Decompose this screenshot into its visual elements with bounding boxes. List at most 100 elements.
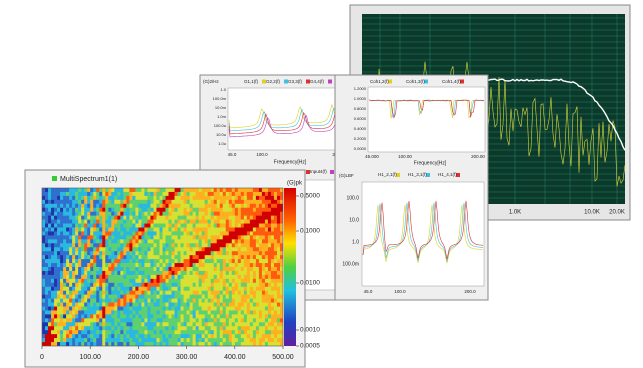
- spectrogram-cell: [90, 318, 94, 323]
- spectrogram-cell: [54, 302, 58, 307]
- spectrogram-cell: [51, 342, 55, 346]
- spectrogram-cell: [78, 270, 82, 276]
- spectrogram-cell: [54, 195, 58, 201]
- spectrogram-cell: [246, 306, 251, 311]
- spectrogram-cell: [144, 219, 148, 224]
- spectrogram-cell: [165, 203, 169, 209]
- spectrogram-cell: [141, 286, 145, 291]
- spectrogram-cell: [276, 302, 281, 307]
- spectrogram-cell: [219, 338, 224, 343]
- spectrogram-cell: [261, 188, 266, 193]
- spectrogram-cell: [54, 282, 58, 288]
- spectrogram-cell: [48, 227, 52, 232]
- spectrogram-cell: [273, 278, 278, 284]
- spectrogram-cell: [255, 314, 260, 319]
- spectrogram-cell: [207, 211, 211, 216]
- spectrogram-cell: [147, 215, 151, 220]
- spectrogram-cell: [258, 302, 263, 307]
- spectrogram-cell: [129, 294, 133, 299]
- spectrogram-cell: [267, 278, 272, 284]
- spectrogram-cell: [81, 318, 85, 323]
- spectrogram-cell: [279, 227, 283, 232]
- spectrogram-cell: [69, 219, 73, 224]
- spectrogram-cell: [195, 188, 199, 193]
- spectrogram-cell: [210, 267, 215, 272]
- spectrogram-cell: [186, 215, 190, 220]
- spectrogram-cell: [48, 306, 52, 311]
- spectrogram-cell: [261, 235, 266, 240]
- spectrogram-cell: [162, 263, 166, 268]
- spectrogram-cell: [51, 334, 55, 339]
- spectrogram-cell: [150, 334, 154, 339]
- spectrogram-cell: [246, 310, 251, 315]
- spectrogram-cell: [129, 223, 133, 228]
- spectrogram-cell: [51, 235, 55, 240]
- spectrogram-cell: [129, 199, 133, 205]
- spectrogram-cell: [141, 298, 145, 303]
- spectrogram-cell: [144, 267, 148, 272]
- spectrogram-cell: [225, 211, 230, 216]
- plot-area: [361, 181, 485, 287]
- spectrogram-cell: [138, 211, 142, 216]
- spectrogram-cell: [255, 255, 260, 260]
- spectrogram-cell: [75, 322, 79, 327]
- spectrogram-cell: [129, 267, 133, 272]
- spectrogram-cell: [189, 195, 193, 201]
- spectrogram-cell: [114, 318, 118, 323]
- spectrogram-cell: [189, 310, 193, 315]
- spectrogram-cell: [111, 243, 115, 248]
- spectrogram-cell: [219, 188, 224, 193]
- spectrogram-cell: [270, 188, 275, 193]
- spectrogram-cell: [45, 255, 49, 260]
- spectrogram-cell: [162, 227, 166, 232]
- spectrogram-cell: [159, 259, 163, 264]
- spectrogram-cell: [237, 330, 242, 335]
- spectrogram-cell: [270, 267, 275, 272]
- spectrogram-cell: [207, 314, 211, 319]
- spectrogram-cell: [270, 278, 275, 284]
- spectrogram-cell: [138, 239, 142, 244]
- spectrogram-cell: [210, 239, 215, 244]
- spectrogram-cell: [156, 188, 160, 193]
- spectrogram-cell: [207, 274, 211, 280]
- spectrogram-cell: [237, 227, 242, 232]
- spectrogram-cell: [129, 259, 133, 264]
- spectrogram-cell: [249, 263, 254, 268]
- spectrogram-cell: [249, 243, 254, 248]
- spectrogram-cell: [129, 282, 133, 288]
- spectrogram-cell: [150, 342, 154, 346]
- spectrogram-cell: [48, 342, 52, 346]
- spectrogram-cell: [195, 203, 199, 209]
- colorbar-label: 0.0010: [300, 327, 320, 334]
- spectrogram-cell: [147, 223, 151, 228]
- spectrogram-cell: [69, 318, 73, 323]
- spectrogram-cell: [60, 235, 64, 240]
- spectrogram-cell: [66, 338, 70, 343]
- spectrogram-cell: [99, 314, 103, 319]
- spectrogram-cell: [171, 294, 175, 299]
- spectrogram-cell: [252, 215, 257, 220]
- spectrogram-cell: [273, 243, 278, 248]
- x-tick-label: 45.0: [228, 152, 237, 157]
- spectrogram-cell: [183, 322, 187, 327]
- spectrogram-cell: [237, 302, 242, 307]
- spectrogram-cell: [177, 338, 181, 343]
- spectrogram-cell: [171, 207, 175, 212]
- spectrogram-cell: [264, 207, 269, 212]
- spectrogram-cell: [237, 235, 242, 240]
- spectrogram-cell: [183, 318, 187, 323]
- spectrogram-cell: [231, 342, 236, 346]
- spectrogram-cell: [240, 219, 245, 224]
- spectrogram-cell: [162, 274, 166, 280]
- spectrogram-cell: [276, 278, 281, 284]
- spectrogram-cell: [195, 302, 199, 307]
- spectrogram-cell: [168, 314, 172, 319]
- spectrogram-cell: [240, 322, 245, 327]
- spectrogram-cell: [213, 235, 218, 240]
- spectrogram-cell: [57, 219, 61, 224]
- spectrogram-cell: [150, 215, 154, 220]
- spectrogram-cell: [240, 215, 245, 220]
- spectrogram-cell: [93, 215, 97, 220]
- spectrogram-cell: [84, 247, 88, 252]
- spectrogram-cell: [258, 239, 263, 244]
